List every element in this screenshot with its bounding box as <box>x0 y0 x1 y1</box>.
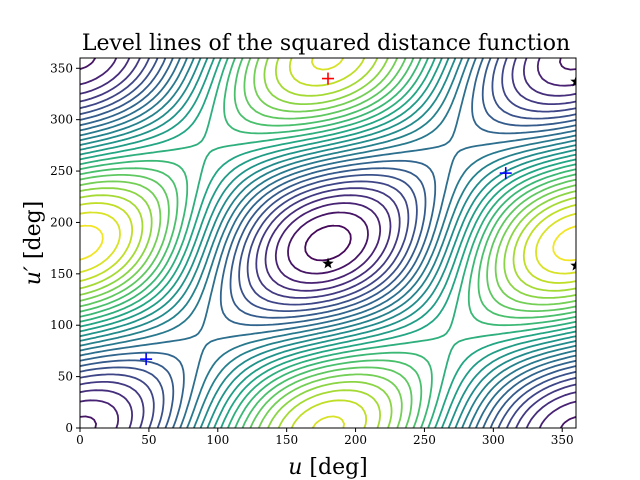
contour-level <box>80 58 576 428</box>
y-tick-label: 200 <box>50 215 73 229</box>
star-marker <box>322 257 334 269</box>
contour-lines <box>80 58 576 428</box>
contour-level <box>80 58 576 428</box>
contour-level <box>80 58 576 428</box>
y-axis-label: u′ [deg] <box>21 201 46 286</box>
x-tick-label: 50 <box>141 433 156 447</box>
y-tick-label: 0 <box>65 421 73 435</box>
contour-level <box>80 58 576 428</box>
x-tick-label: 300 <box>482 433 505 447</box>
y-tick-label: 50 <box>58 370 73 384</box>
contour-level <box>80 58 576 428</box>
contour-level <box>304 224 352 262</box>
contour-level <box>80 58 576 428</box>
star-marker <box>570 75 576 87</box>
contour-level <box>80 58 576 428</box>
plus-marker <box>322 72 334 85</box>
contour-level <box>80 58 576 428</box>
contour-level <box>80 58 576 428</box>
point-markers <box>140 72 576 366</box>
x-axis-label: u [deg] <box>288 455 368 480</box>
x-tick-label: 150 <box>275 433 298 447</box>
contour-level <box>80 224 576 262</box>
star-marker <box>570 259 576 271</box>
contour-level <box>80 58 576 428</box>
x-tick-label: 0 <box>76 433 84 447</box>
plus-marker <box>140 353 153 366</box>
contour-level <box>80 58 576 428</box>
x-tick-label: 100 <box>206 433 229 447</box>
contour-level <box>80 58 576 428</box>
x-tick-label: 350 <box>551 433 574 447</box>
x-axis-ticks: 0 50 100 150 200 250 300 350 <box>76 428 574 447</box>
y-tick-label: 300 <box>50 113 73 127</box>
y-tick-label: 350 <box>50 61 73 75</box>
contour-level <box>80 58 576 428</box>
y-tick-label: 150 <box>50 267 73 281</box>
contour-level <box>80 58 576 428</box>
y-tick-label: 250 <box>50 164 73 178</box>
contour-level <box>80 58 576 428</box>
x-tick-label: 250 <box>413 433 436 447</box>
contour-level <box>80 58 576 428</box>
contour-level <box>80 58 576 428</box>
y-tick-label: 100 <box>50 318 73 332</box>
x-tick-label: 200 <box>344 433 367 447</box>
plot-frame <box>79 57 577 429</box>
chart-title: Level lines of the squared distance func… <box>82 31 570 56</box>
plus-marker <box>499 167 512 180</box>
contour-level <box>80 58 576 428</box>
contour-level <box>80 58 576 428</box>
contour-level <box>80 58 576 428</box>
contour-level <box>80 58 576 428</box>
y-axis-ticks: 0 50 100 150 200 250 300 350 <box>50 61 80 435</box>
contour-level <box>80 58 576 428</box>
